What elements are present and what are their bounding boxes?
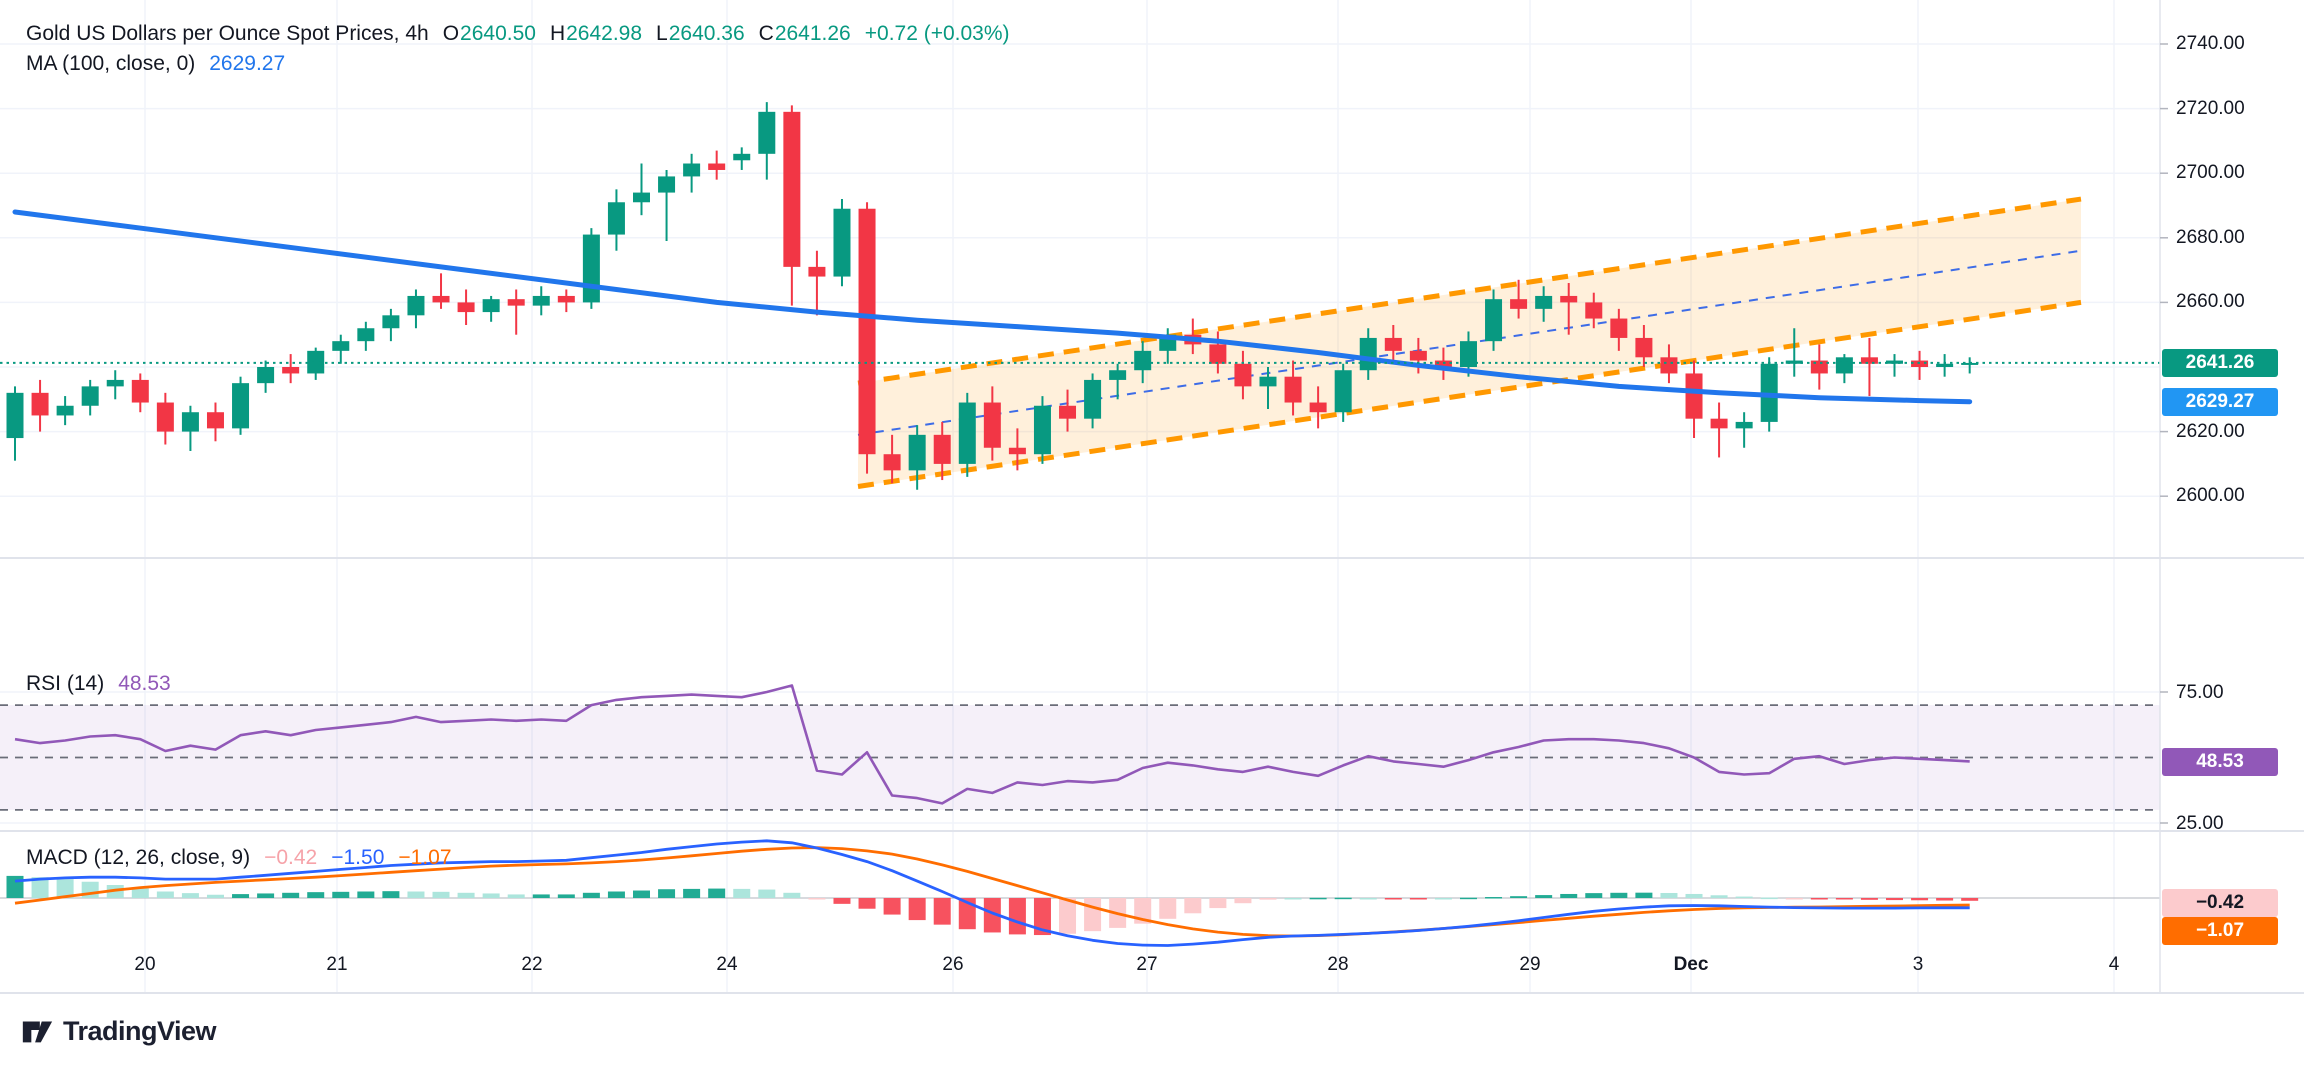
symbol-legend[interactable]: Gold US Dollars per Ounce Spot Prices, 4… [26, 22, 1010, 46]
tradingview-logo-text: TradingView [63, 1015, 217, 1046]
main-price-pane[interactable] [0, 0, 2160, 558]
symbol-title[interactable]: Gold US Dollars per Ounce Spot Prices, 4… [26, 22, 429, 45]
price-tick-label: 2620.00 [2176, 420, 2245, 442]
macd-histogram [6, 875, 1979, 936]
macd-hist-value: −0.42 [264, 846, 318, 869]
macd-signal-badge: −1.07 [2162, 917, 2278, 945]
price-tick-label: 2720.00 [2176, 97, 2245, 119]
open-value: O 2640.50 [442, 22, 536, 45]
candles [6, 102, 1979, 490]
time-label: 27 [1136, 954, 1158, 975]
time-label: 4 [2108, 954, 2120, 975]
rsi-legend[interactable]: RSI (14) 48.53 [26, 672, 171, 696]
tradingview-logo-icon [22, 1021, 53, 1043]
price-tick-label: 2700.00 [2176, 162, 2245, 184]
macd-legend-label[interactable]: MACD (12, 26, close, 9) [26, 846, 251, 869]
low-value: L 2640.36 [656, 22, 745, 45]
pane-separators[interactable] [0, 0, 2304, 994]
price-tick-label: 2660.00 [2176, 291, 2245, 313]
time-label: 22 [521, 954, 543, 975]
rsi-tick-75: 75.00 [2176, 682, 2224, 703]
time-axis[interactable] [0, 945, 2160, 993]
rsi-line[interactable] [14, 684, 1970, 805]
change-value: +0.72 (+0.03%) [864, 22, 1010, 45]
high-value: H 2642.98 [549, 22, 643, 45]
rsi-legend-label[interactable]: RSI (14) [26, 672, 105, 695]
tradingview-logo[interactable]: TradingView [20, 1014, 217, 1048]
price-gridlines [0, 43, 2160, 497]
ma100-line[interactable] [12, 209, 1973, 405]
close-value: C 2641.26 [758, 22, 851, 45]
macd-signal-line[interactable] [14, 846, 1970, 938]
ma-legend-value: 2629.27 [209, 52, 286, 75]
rsi-badge: 48.53 [2162, 748, 2278, 776]
time-label: 24 [716, 954, 738, 975]
last-price-badge: 2641.26 [2162, 349, 2278, 377]
ma-legend[interactable]: MA (100, close, 0) 2629.27 [26, 52, 285, 76]
time-label: Dec [1673, 954, 1709, 975]
rsi-tick-25: 25.00 [2176, 813, 2224, 834]
rsi-legend-value: 48.53 [118, 672, 171, 695]
ma-legend-label[interactable]: MA (100, close, 0) [26, 52, 196, 75]
time-label: 28 [1327, 954, 1349, 975]
time-label: 3 [1912, 954, 1924, 975]
time-label: 21 [326, 954, 348, 975]
price-tick-label: 2680.00 [2176, 226, 2245, 248]
macd-line[interactable] [14, 839, 1970, 947]
macd-hist-badge: −0.42 [2162, 889, 2278, 917]
time-label: 20 [134, 954, 156, 975]
rsi-pane[interactable] [0, 559, 2160, 831]
macd-signal-value: −1.07 [398, 846, 452, 869]
macd-line-value: −1.50 [331, 846, 385, 869]
price-tick-label: 2600.00 [2176, 485, 2245, 507]
time-label: 29 [1519, 954, 1541, 975]
price-tick-label: 2740.00 [2176, 33, 2245, 54]
axis-tick-marks [2160, 43, 2168, 824]
ma-price-badge: 2629.27 [2162, 388, 2278, 416]
macd-legend[interactable]: MACD (12, 26, close, 9) −0.42 −1.50 −1.0… [26, 846, 452, 870]
time-label: 26 [942, 954, 964, 975]
